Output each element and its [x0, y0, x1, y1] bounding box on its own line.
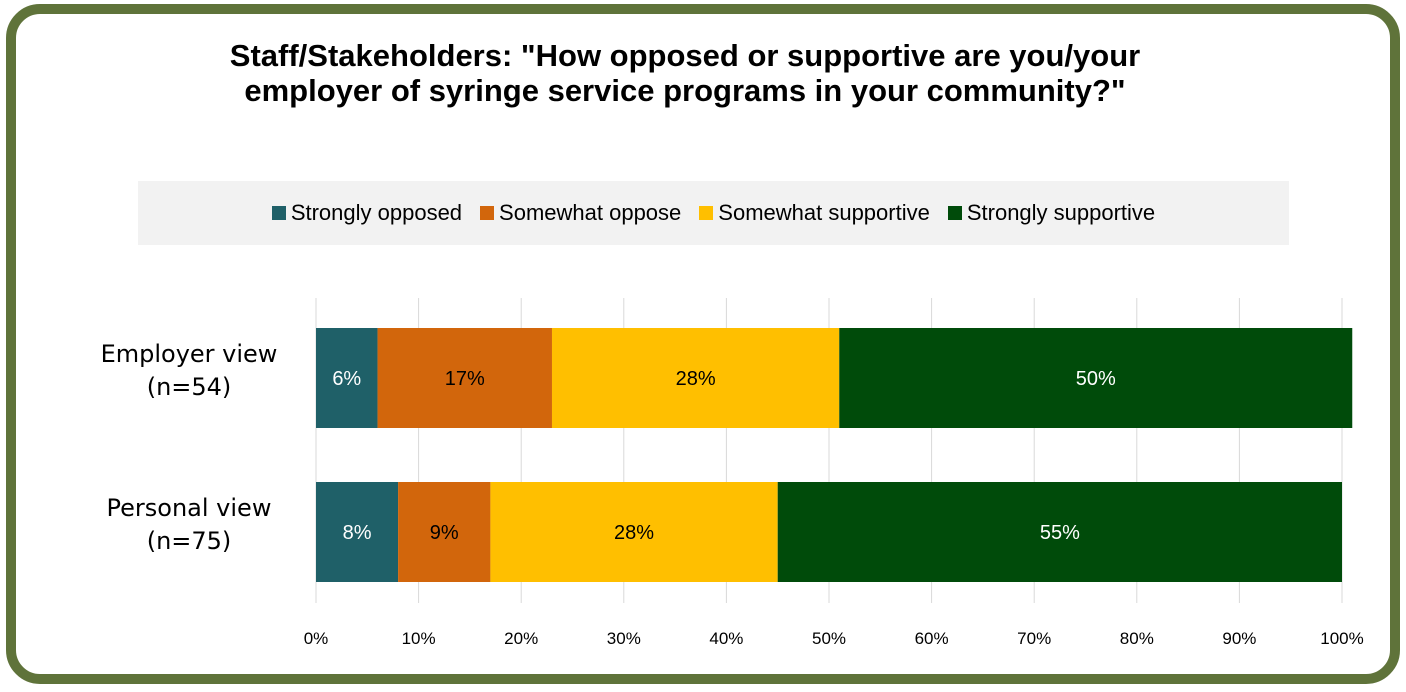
data-label: 50% — [1076, 368, 1116, 390]
legend-item: Strongly supportive — [947, 200, 1156, 226]
data-label: 28% — [614, 522, 654, 544]
x-tick-label: 70% — [1017, 629, 1051, 648]
bar-segment — [316, 328, 378, 428]
legend-item: Somewhat oppose — [480, 200, 681, 226]
x-tick-label: 80% — [1120, 629, 1154, 648]
legend-swatch — [699, 206, 714, 220]
legend-swatch — [271, 206, 286, 220]
data-label: 17% — [445, 368, 485, 390]
x-tick-label: 90% — [1222, 629, 1256, 648]
x-tick-label: 20% — [504, 629, 538, 648]
legend-label: Strongly supportive — [966, 200, 1156, 225]
chart-legend: Strongly opposed Somewhat oppose Somewhat … — [138, 181, 1289, 245]
bar-segment — [490, 482, 778, 582]
category-label: (n=54) — [147, 373, 232, 401]
bar-segment — [377, 328, 552, 428]
category-label: Personal view — [107, 494, 272, 522]
legend-label: Somewhat supportive — [718, 200, 930, 225]
data-label: 28% — [676, 368, 716, 390]
bar-segment — [777, 482, 1342, 582]
legend-item: Somewhat supportive — [699, 200, 930, 226]
data-label: 55% — [1040, 522, 1080, 544]
x-tick-label: 30% — [607, 629, 641, 648]
category-label: (n=75) — [147, 527, 232, 555]
x-tick-label: 50% — [812, 629, 846, 648]
x-tick-label: 0% — [304, 629, 329, 648]
bar-segment — [316, 482, 399, 582]
x-tick-label: 100% — [1320, 629, 1363, 648]
chart-title: Staff/Stakeholders: "How opposed or supp… — [229, 38, 1141, 108]
legend-label: Somewhat oppose — [499, 200, 682, 225]
bar-segment — [839, 328, 1353, 428]
x-tick-label: 10% — [402, 629, 436, 648]
legend-swatch — [947, 206, 962, 220]
legend-swatch — [480, 206, 495, 220]
legend-label: Strongly opposed — [290, 200, 463, 225]
data-label: 6% — [332, 368, 361, 390]
data-label: 8% — [343, 522, 372, 544]
bar-segment — [551, 328, 840, 428]
legend-box: Strongly opposed Somewhat oppose Somewhat … — [138, 181, 1289, 245]
x-tick-label: 60% — [915, 629, 949, 648]
category-label: Employer view — [101, 340, 278, 368]
x-tick-label: 40% — [709, 629, 743, 648]
data-label: 9% — [430, 522, 459, 544]
legend-item: Strongly opposed — [271, 200, 463, 226]
bar-segment — [398, 482, 491, 582]
